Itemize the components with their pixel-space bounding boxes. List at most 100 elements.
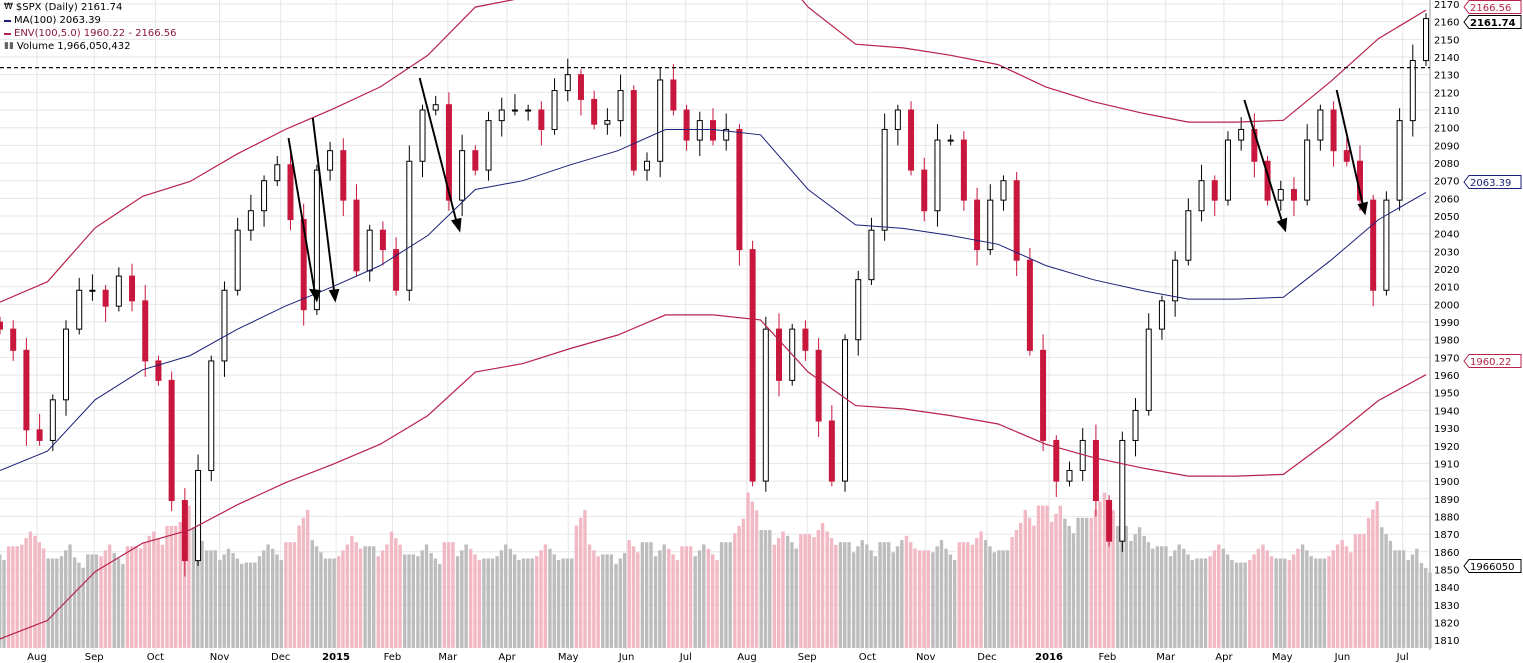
volume-bar bbox=[1063, 518, 1067, 648]
volume-bar bbox=[1362, 534, 1366, 648]
volume-bar bbox=[143, 542, 147, 648]
volume-bar bbox=[592, 550, 596, 648]
candle-body bbox=[129, 275, 136, 302]
volume-bar bbox=[90, 554, 94, 648]
legend-volume: Volume 1,966,050,432 bbox=[16, 41, 131, 52]
volume-bar bbox=[1318, 558, 1322, 648]
volume-bar bbox=[614, 563, 618, 648]
volume-bar bbox=[1076, 517, 1080, 648]
candle bbox=[1423, 13, 1429, 66]
y-tick-label: 2060 bbox=[1434, 194, 1459, 205]
candle bbox=[1409, 44, 1416, 137]
env-upper-tag: 2166.56 bbox=[1463, 0, 1522, 14]
y-tick-label: 2140 bbox=[1434, 53, 1459, 64]
candle bbox=[393, 237, 400, 296]
volume-bar bbox=[1406, 560, 1410, 648]
volume-bar bbox=[394, 538, 398, 648]
candle bbox=[406, 145, 413, 301]
volume-bar bbox=[719, 542, 724, 648]
candle bbox=[1119, 431, 1126, 552]
volume-bar bbox=[733, 533, 737, 648]
volume-bar bbox=[667, 548, 671, 648]
candle bbox=[366, 224, 373, 282]
volume-bar bbox=[1384, 534, 1388, 648]
volume-bar bbox=[178, 521, 182, 648]
candle-body bbox=[696, 120, 703, 141]
candle bbox=[498, 97, 505, 137]
volume-bar bbox=[838, 542, 843, 648]
volume-bar bbox=[1018, 522, 1023, 648]
volume-bar bbox=[715, 560, 719, 648]
volume-bar bbox=[398, 544, 402, 648]
volume-bar bbox=[988, 546, 992, 648]
volume-bar bbox=[975, 538, 979, 648]
volume-bar bbox=[1146, 542, 1151, 648]
candle-icon: ₩ bbox=[4, 2, 13, 12]
candle-body bbox=[1132, 409, 1139, 441]
x-tick-label: Dec bbox=[271, 652, 290, 663]
volume-bar bbox=[1349, 552, 1353, 648]
y-tick-label: 1810 bbox=[1434, 636, 1459, 647]
volume-bar bbox=[1164, 546, 1168, 648]
volume-bar bbox=[1375, 501, 1379, 648]
candle bbox=[1370, 194, 1377, 307]
volume-bar bbox=[173, 525, 178, 648]
x-tick-label: Oct bbox=[859, 652, 876, 663]
y-tick-label: 2010 bbox=[1434, 283, 1459, 294]
candle-body bbox=[842, 339, 849, 482]
volume-bar bbox=[55, 558, 59, 648]
arrow bbox=[1335, 89, 1364, 206]
volume-bar bbox=[556, 560, 561, 648]
candle-body bbox=[1211, 180, 1218, 201]
volume-bar bbox=[812, 537, 816, 648]
volume-bar bbox=[944, 548, 948, 648]
y-tick-label: 2090 bbox=[1434, 141, 1459, 152]
volume-bar bbox=[935, 546, 939, 648]
volume-bar bbox=[1393, 550, 1397, 648]
volume-bar bbox=[156, 538, 160, 648]
volume-bar bbox=[99, 556, 103, 648]
candle bbox=[657, 67, 664, 178]
candle-body bbox=[459, 150, 466, 201]
volume-bar bbox=[922, 550, 926, 648]
volume-bar bbox=[213, 550, 217, 648]
volume-bar bbox=[147, 535, 151, 648]
y-tick-label: 1960 bbox=[1434, 371, 1459, 382]
volume-bar bbox=[785, 535, 790, 648]
candle bbox=[776, 313, 783, 397]
volume-bar bbox=[578, 517, 583, 648]
volume-bar bbox=[345, 544, 349, 648]
ma-tag-text: 2063.39 bbox=[1470, 178, 1511, 189]
volume-bar bbox=[253, 562, 257, 648]
volume-bar bbox=[1089, 517, 1094, 648]
candle bbox=[1092, 424, 1099, 517]
candle bbox=[472, 145, 479, 176]
volume-bar bbox=[1159, 546, 1164, 648]
y-tick-label: 1870 bbox=[1434, 530, 1459, 541]
candle bbox=[1132, 398, 1139, 457]
volume-bar bbox=[152, 531, 156, 648]
candle-body bbox=[261, 180, 268, 212]
candle bbox=[934, 124, 941, 227]
volume-bar bbox=[2, 560, 6, 648]
volume-bar bbox=[596, 556, 600, 648]
ma-line bbox=[0, 129, 1427, 471]
volume-bar bbox=[886, 542, 891, 648]
candle bbox=[142, 284, 149, 377]
y-tick-label: 1970 bbox=[1434, 353, 1459, 364]
volume-bar bbox=[24, 538, 28, 648]
volume-bar bbox=[46, 558, 50, 648]
candle-body bbox=[1040, 349, 1047, 441]
legend-env: ENV(100,5.0) 1960.22 - 2166.56 bbox=[14, 28, 177, 39]
volume-bar bbox=[1225, 554, 1230, 648]
candle-body bbox=[710, 120, 716, 141]
volume-bar bbox=[292, 542, 297, 648]
volume-bar bbox=[376, 556, 381, 648]
x-tick-label: Feb bbox=[384, 652, 402, 663]
candle-body bbox=[419, 109, 426, 162]
candle bbox=[1106, 495, 1113, 547]
env-lower-tag-box bbox=[1463, 354, 1522, 368]
candle-body bbox=[1106, 500, 1113, 542]
volume-bar bbox=[1256, 548, 1261, 648]
volume-bar bbox=[1137, 527, 1142, 648]
